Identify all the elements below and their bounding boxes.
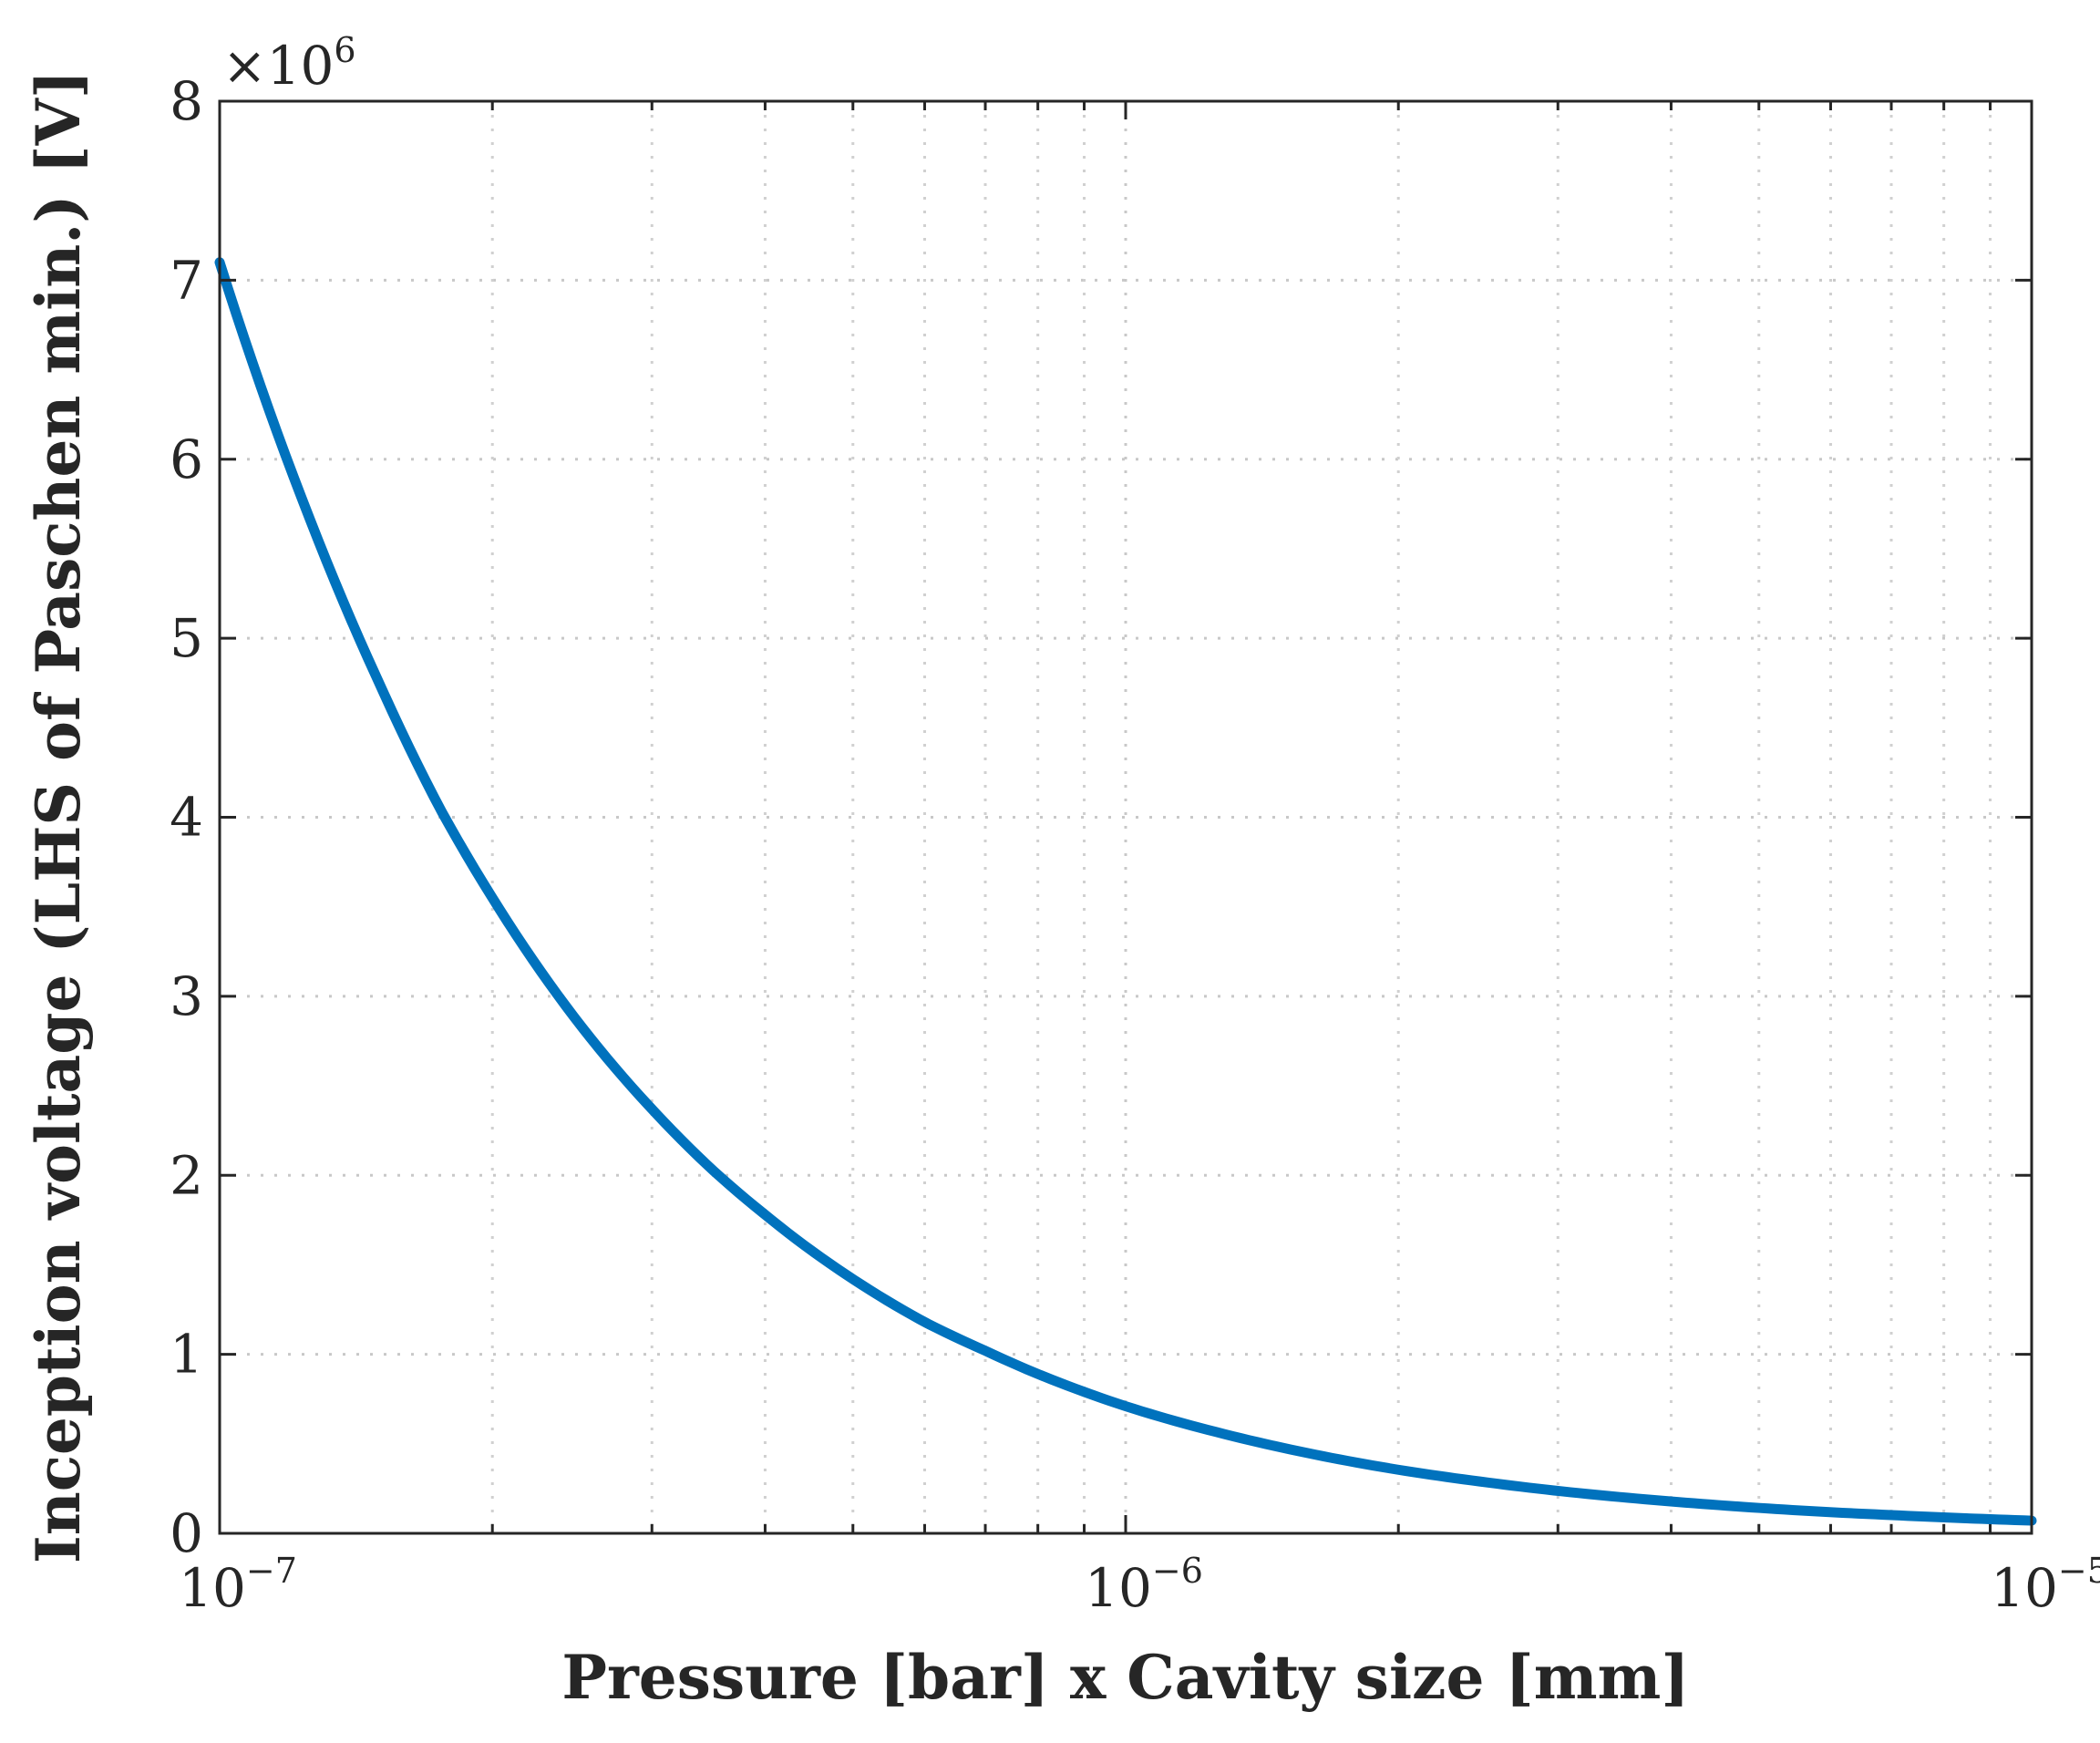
y-tick-labels: 0 1 2 3 4 5 6 7 8	[170, 70, 203, 1564]
y-tick-label: 1	[170, 1324, 203, 1386]
x-tick-labels: 10−7 10−6 10−5	[179, 1551, 2100, 1619]
x-tick-label: 10−7	[179, 1551, 297, 1619]
y-multiplier-base: ×10	[222, 35, 334, 97]
y-tick-label: 5	[170, 607, 203, 669]
y-tick-label: 7	[170, 249, 203, 311]
y-tick-label: 2	[170, 1144, 203, 1206]
series-line-inception-voltage	[214, 257, 2037, 1526]
x-tick-base: 10	[1991, 1557, 2058, 1619]
y-tick-label: 6	[170, 428, 203, 490]
y-tick-label: 0	[170, 1502, 203, 1564]
y-tick-label: 4	[170, 787, 203, 849]
y-tick-label: 8	[170, 70, 203, 132]
x-tick-label: 10−5	[1991, 1551, 2100, 1619]
grid	[220, 101, 2032, 1533]
tick-marks	[218, 99, 2033, 1535]
x-tick-exponent: −7	[246, 1551, 297, 1591]
x-tick-base: 10	[1085, 1557, 1152, 1619]
y-multiplier-exponent: 6	[334, 30, 355, 70]
x-tick-exponent: −5	[2058, 1551, 2100, 1591]
x-axis-title: Pressure [bar] x Cavity size [mm]	[561, 1642, 1689, 1713]
x-tick-label: 10−6	[1085, 1551, 1203, 1619]
y-axis-multiplier: ×106	[222, 30, 356, 97]
x-tick-exponent: −6	[1152, 1551, 1203, 1591]
series-layer	[214, 257, 2037, 1526]
y-tick-label: 3	[170, 965, 203, 1027]
x-tick-base: 10	[179, 1557, 246, 1619]
y-axis-title: Inception voltage (LHS of Paschen min.) …	[23, 70, 94, 1563]
